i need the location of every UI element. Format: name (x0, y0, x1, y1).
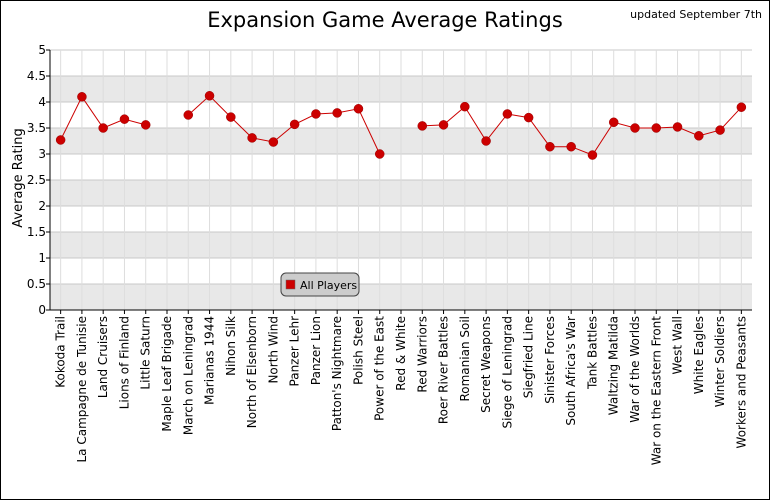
data-point (672, 122, 683, 132)
chart-title: Expansion Game Average Ratings (207, 8, 563, 32)
x-tick-label: Polish Steel (351, 316, 365, 385)
data-point (183, 110, 194, 120)
x-tick-label: Red Warriors (415, 316, 429, 393)
x-tick-label: Winter Soldiers (713, 316, 727, 407)
legend-swatch (285, 279, 296, 290)
x-tick-label: March on Leningrad (181, 316, 195, 435)
x-tick-labels: Kokoda Trail La Campagne de Tunisie Land C… (54, 310, 748, 466)
x-tick-label: Power of the East (373, 316, 387, 421)
x-tick-label: Lions of Finland (117, 316, 131, 409)
y-tick-label: 2.5 (27, 173, 46, 187)
data-point (481, 136, 491, 146)
x-tick-label: West Wall (671, 316, 685, 374)
data-point (587, 150, 598, 160)
x-tick-label: Nihon Silk (224, 316, 238, 376)
x-tick-label: Panzer Lion (309, 316, 323, 385)
data-point (353, 104, 364, 114)
x-tick-label: Siegfried Line (522, 316, 536, 398)
data-point (98, 123, 108, 133)
data-point (651, 123, 662, 133)
x-tick-label: Kokoda Trail (54, 316, 68, 388)
legend-box (280, 272, 360, 297)
x-tick-label: Siege of Leningrad (500, 316, 514, 428)
data-point (438, 120, 449, 130)
data-point (140, 120, 151, 130)
x-tick-label: La Campagne de Tunisie (75, 316, 89, 463)
data-point (694, 131, 704, 141)
x-tick-label: Tank Battles (585, 316, 599, 390)
y-axis-title: Average Rating (11, 128, 26, 227)
data-point (268, 137, 279, 147)
x-tick-label: North of Elsenborn (245, 316, 259, 428)
x-tick-label: Patton's Nightmare (330, 316, 344, 431)
data-point (374, 149, 385, 159)
x-tick-label: Land Cruisers (96, 316, 110, 398)
data-point (566, 141, 576, 152)
legend-label: All Players (300, 279, 357, 292)
y-tick-labels: 0 0.5 1 1.5 2 2.5 3 3.5 4 4.5 5 (27, 43, 50, 317)
y-tick-label: 0.5 (27, 277, 46, 291)
data-point (289, 119, 300, 130)
data-point (204, 91, 215, 101)
data-point (226, 112, 236, 122)
data-point (502, 109, 513, 119)
x-tick-label: South Africa's War (564, 316, 578, 426)
x-tick-label: Secret Weapons (479, 316, 493, 413)
x-tick-label: Red & White (394, 316, 408, 391)
x-tick-label: Panzer Lehr (288, 316, 302, 387)
data-point (630, 123, 640, 133)
gridlines (50, 49, 752, 310)
x-tick-label: Maple Leaf Brigade (160, 316, 174, 432)
x-tick-label: White Eagles (692, 316, 706, 394)
x-tick-label: North Wind (266, 316, 280, 384)
x-tick-label: Waltzing Matilda (607, 316, 621, 415)
x-tick-label: War of the Worlds (628, 316, 642, 423)
x-tick-label: Little Saturn (139, 316, 153, 390)
y-tick-label: 4.5 (27, 69, 46, 83)
y-tick-label: 3 (38, 147, 46, 161)
data-point (119, 114, 130, 124)
data-point (715, 125, 725, 135)
data-point (417, 121, 428, 131)
data-point (332, 108, 342, 118)
data-point (523, 112, 534, 123)
data-point (545, 141, 555, 152)
y-tick-label: 4 (38, 95, 46, 109)
y-tick-label: 1.5 (27, 225, 46, 239)
y-tick-label: 0 (38, 303, 46, 317)
y-tick-label: 2 (38, 199, 46, 213)
x-tick-label: Romanian Soil (458, 316, 472, 402)
x-tick-label: Workers and Peasants (734, 316, 748, 448)
x-tick-label: Roer River Battles (437, 316, 451, 424)
series-points (55, 91, 747, 160)
data-point (247, 133, 257, 143)
y-tick-label: 5 (38, 43, 46, 57)
x-tick-label: Sinister Forces (543, 316, 557, 404)
x-tick-label: Marianas 1944 (203, 316, 217, 405)
data-point (460, 101, 470, 112)
x-tick-label: War on the Eastern Front (649, 316, 663, 466)
data-point (311, 109, 321, 119)
data-point (55, 135, 66, 145)
data-point (736, 102, 747, 112)
y-tick-label: 1 (38, 251, 46, 265)
data-point (608, 117, 619, 128)
legend: All Players (280, 272, 360, 297)
updated-note: updated September 7th (630, 8, 762, 21)
data-point (77, 92, 87, 102)
y-tick-label: 3.5 (27, 121, 46, 135)
